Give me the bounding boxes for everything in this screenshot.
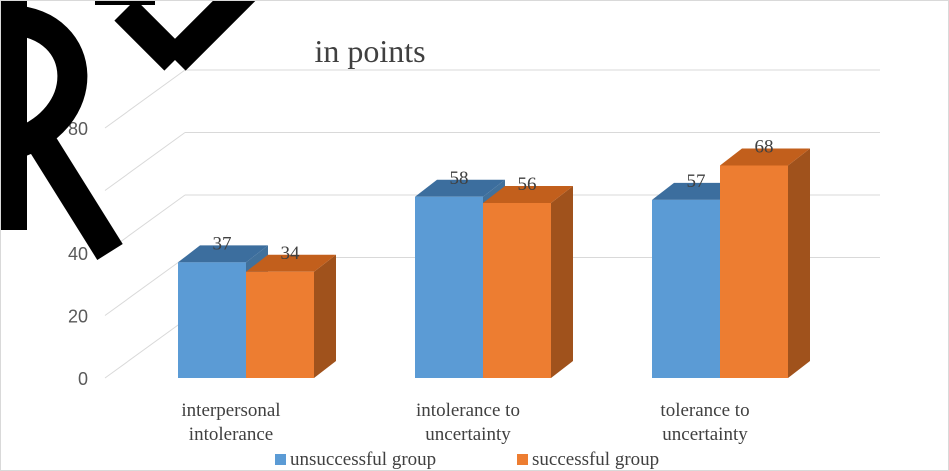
bars: [178, 148, 810, 378]
data-labels: 37 58 57 34 56 68: [213, 137, 774, 264]
bar-top: [652, 182, 742, 200]
data-label: 57: [687, 171, 706, 192]
watermark: [0, 0, 256, 260]
gridline-depth: [104, 132, 186, 191]
bar-front: [415, 196, 483, 378]
bar: [720, 148, 810, 378]
bar-top: [178, 245, 268, 263]
bar-top: [415, 179, 505, 197]
x-tick-label-line: tolerance to: [660, 400, 749, 421]
bar-front: [246, 271, 314, 378]
x-tick-label: tolerance to uncertainty: [660, 400, 749, 445]
x-tick-label-line: intolerance: [189, 424, 273, 445]
bar-top: [246, 254, 336, 272]
bar-front: [178, 262, 246, 378]
watermark-stroke: [114, 0, 186, 71]
bar: [246, 254, 336, 378]
data-label: 37: [213, 233, 232, 254]
x-tick-label: intolerance to uncertainty: [416, 400, 520, 445]
data-label: 58: [450, 168, 469, 189]
category-labels: interpersonal intolerance intolerance to un…: [181, 400, 749, 445]
legend-label: successful group: [532, 449, 659, 470]
bar-top: [720, 148, 810, 166]
x-tick-label-line: interpersonal: [181, 400, 280, 421]
bar-side: [314, 254, 336, 378]
x-tick-label-line: uncertainty: [662, 424, 748, 445]
data-label: 56: [518, 174, 537, 195]
gridline-depth: [104, 69, 186, 129]
x-tick-label: interpersonal intolerance: [181, 400, 280, 445]
legend-swatch: [275, 454, 286, 465]
x-tick-label-line: intolerance to: [416, 400, 520, 421]
bar-side: [551, 186, 573, 378]
chart-title: in points: [314, 33, 425, 69]
legend-swatch: [517, 454, 528, 465]
data-label: 34: [281, 243, 301, 264]
x-tick-label-line: uncertainty: [425, 424, 511, 445]
gridline-depth: [104, 257, 186, 316]
y-tick-label: 80: [68, 119, 88, 139]
watermark-stroke: [27, 132, 123, 260]
y-tick-label: 40: [68, 244, 88, 264]
bar-front: [720, 165, 788, 378]
bar-front: [652, 199, 720, 378]
bar-side: [788, 148, 810, 378]
y-tick-label: 20: [68, 307, 88, 327]
bar-top: [483, 186, 573, 203]
watermark-stroke: [7, 5, 88, 160]
floor-edge: [104, 319, 186, 379]
legend: unsuccessful group successful group: [275, 449, 659, 470]
bar: [483, 186, 573, 378]
legend-label: unsuccessful group: [290, 449, 436, 470]
y-tick-label: 0: [78, 369, 88, 389]
bar-front: [483, 203, 551, 378]
watermark-stroke: [95, 0, 256, 71]
data-label: 68: [755, 137, 774, 158]
